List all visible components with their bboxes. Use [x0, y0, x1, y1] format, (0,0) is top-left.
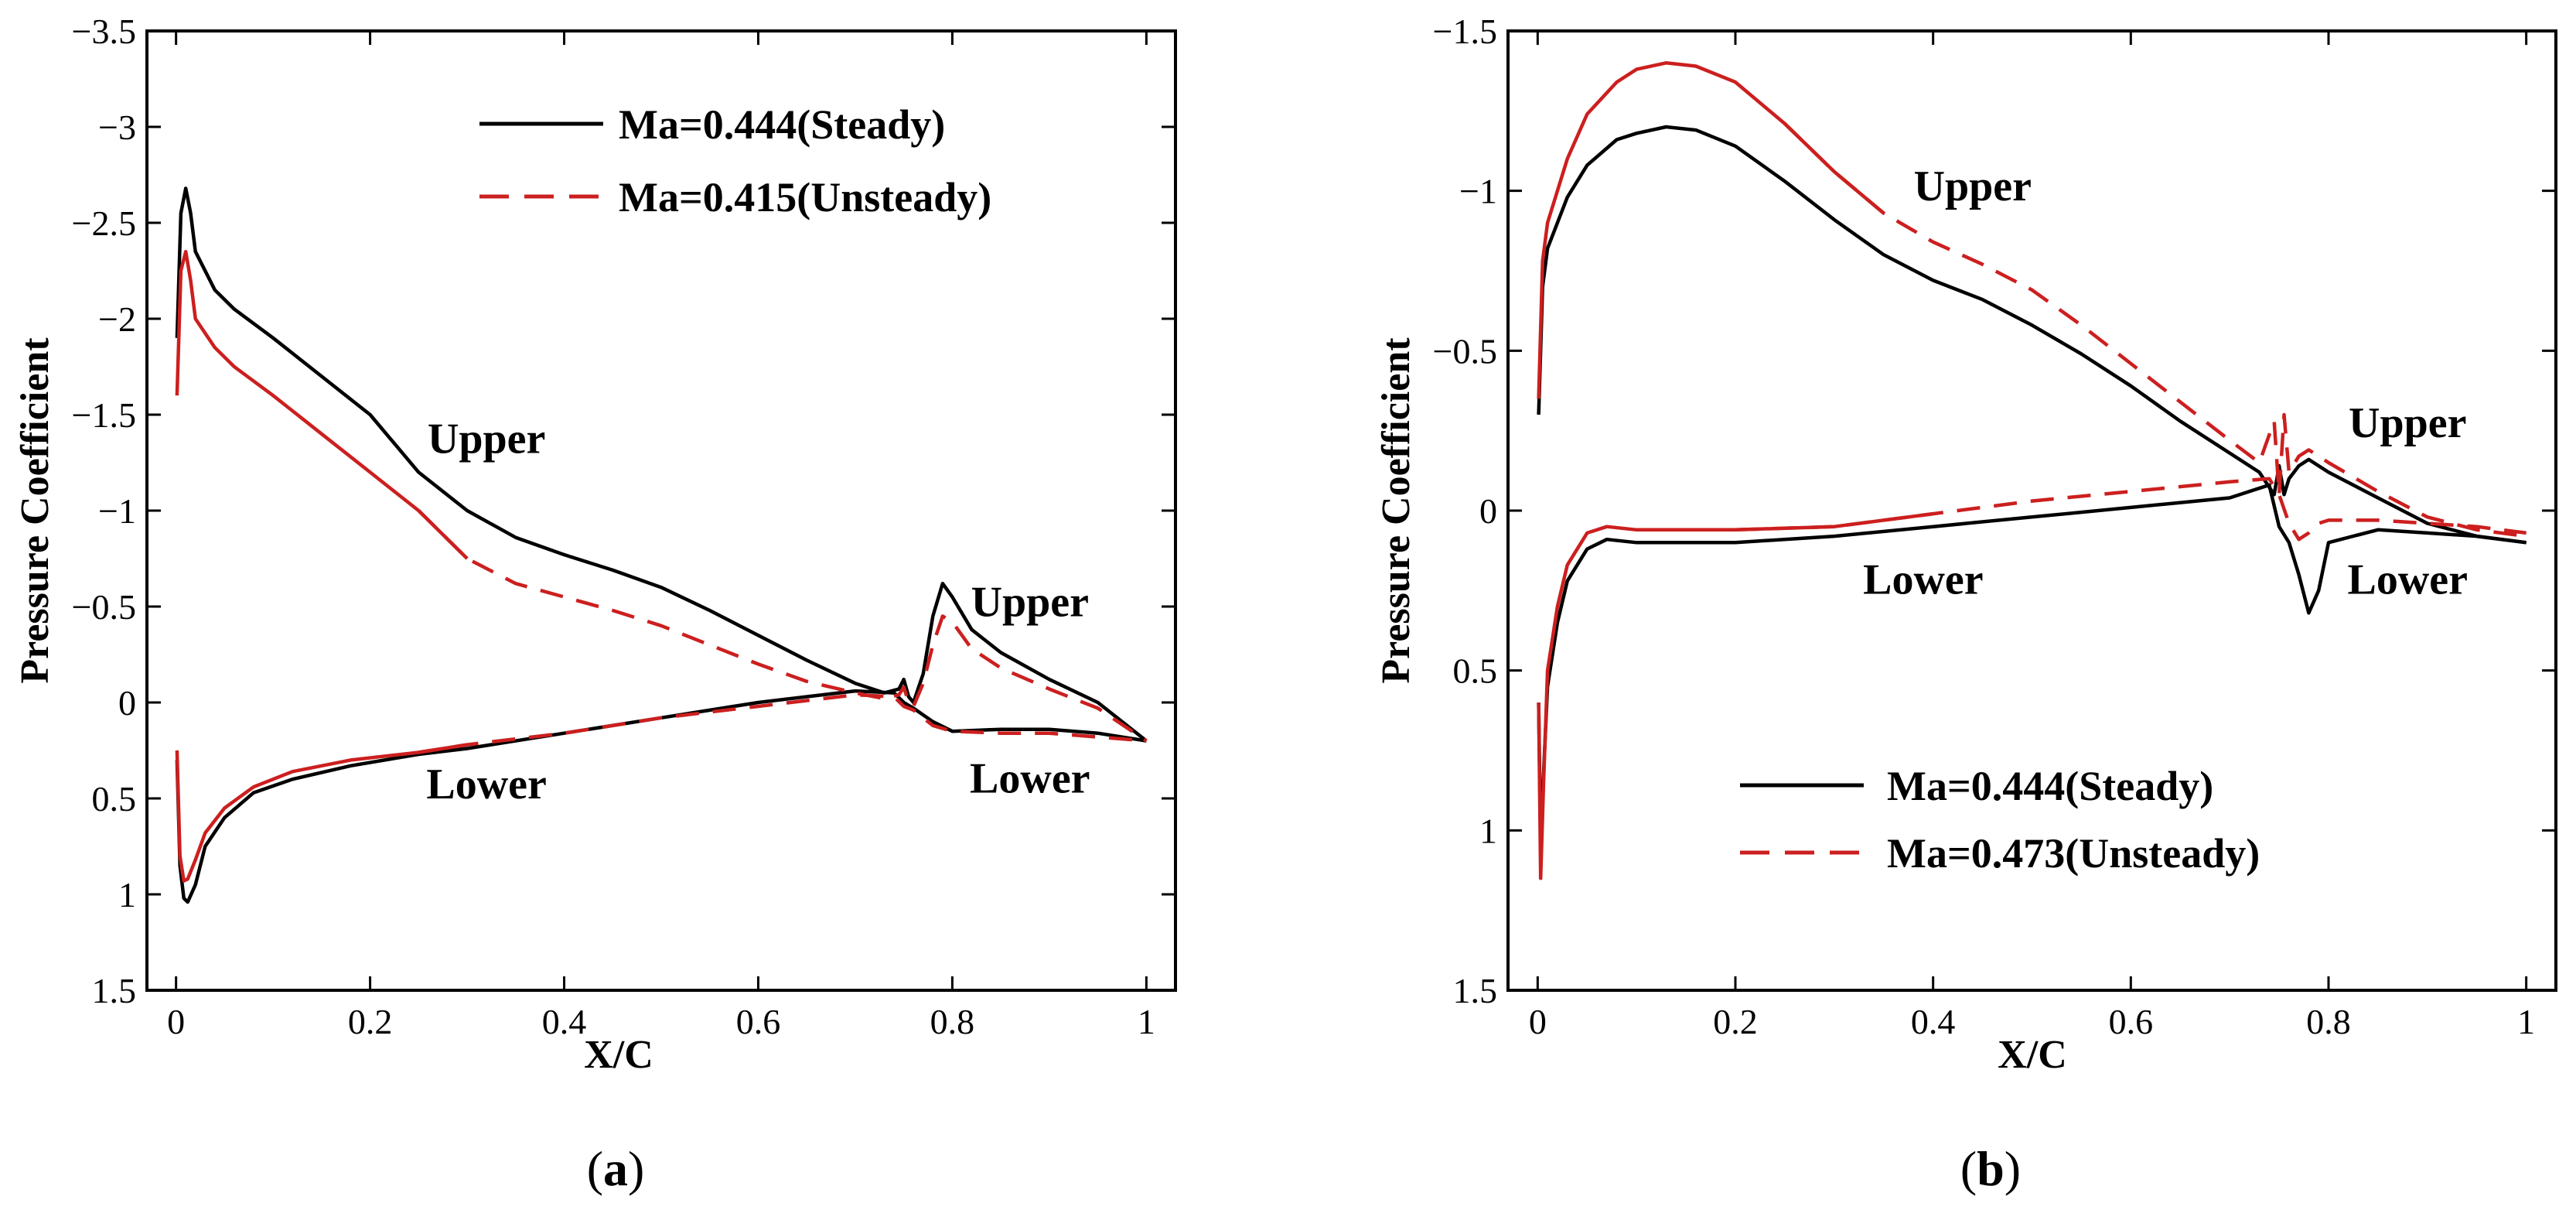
panel-b-x-tick-label: 0	[1529, 1002, 1547, 1041]
panel-b-y-tick-label: −0.5	[1433, 331, 1497, 371]
panel-a-caption-letter: a	[603, 1141, 628, 1196]
panel-a-x-tick-label: 0.4	[542, 1002, 587, 1041]
panel-a-y-tick-label: 1	[118, 875, 136, 914]
panel-a-y-ticks: −3.5 −3 −2.5 −2 −1.5 −1 −0.5 0 0.5 1 1.5	[72, 12, 1175, 1010]
panel-a-y-tick-label: −1	[98, 491, 136, 531]
panel-a-y-tick-label: 0.5	[92, 779, 137, 819]
panel-a-unsteady-lower-curve	[418, 692, 1147, 754]
panel-a-y-tick-label: −3.5	[72, 12, 136, 51]
panel-b-legend: Ma=0.444(Steady) Ma=0.473(Unsteady)	[1740, 763, 2260, 877]
panel-a-legend-label-steady: Ma=0.444(Steady)	[619, 101, 945, 148]
panel-b-y-tick-label: 0.5	[1453, 651, 1498, 691]
panel-b-y-tick-label: −1.5	[1433, 12, 1497, 51]
panel-a-annotation-upper: Upper	[428, 415, 545, 463]
panel-b-x-tick-label: 0.8	[2306, 1002, 2351, 1041]
panel-b-x-tick-label: 1	[2517, 1002, 2535, 1041]
panel-b-y-tick-label: 1.5	[1453, 971, 1498, 1010]
panel-a-unsteady-lower-curve	[175, 743, 468, 883]
panel-a-x-tick-label: 0.8	[930, 1002, 975, 1041]
panel-b-annotation-upper: Upper	[2349, 399, 2466, 447]
panel-a-x-ticks: 0 0.2 0.4 0.6 0.8 1	[167, 31, 1155, 1041]
panel-b-unsteady-upper-curve	[1537, 61, 1885, 399]
panel-a-y-tick-label: −2	[98, 299, 136, 339]
panel-b-annotations: Upper Upper Lower Lower	[1863, 162, 2468, 603]
panel-a-annotation-lower: Lower	[970, 755, 1090, 803]
panel-b-legend-label-steady: Ma=0.444(Steady)	[1887, 763, 2213, 809]
panel-a-steady-upper-curve	[175, 186, 1148, 743]
panel-a-y-tick-label: −2.5	[72, 203, 136, 243]
panel-a-y-axis-label: Pressure Coefficient	[13, 337, 57, 684]
panel-b-y-tick-label: −1	[1459, 172, 1497, 211]
panel-a-x-axis-label: X/C	[584, 1033, 653, 1077]
panel-a-x-tick-label: 0.2	[348, 1002, 393, 1041]
panel-a-steady-lower-curve	[175, 689, 1147, 904]
panel-b-y-axis-label: Pressure Coefficient	[1374, 337, 1418, 684]
panel-a-y-tick-label: −0.5	[72, 587, 136, 627]
panel-b-x-tick-label: 0.6	[2109, 1002, 2154, 1041]
panel-a-annotation-upper: Upper	[971, 578, 1089, 626]
panel-b-y-tick-label: 1	[1479, 811, 1497, 850]
panel-a-annotation-lower: Lower	[426, 761, 547, 808]
panel-b-series	[1537, 61, 2527, 880]
panel-b-caption: (b)	[1960, 1141, 2021, 1196]
panel-a-caption: (a)	[587, 1141, 645, 1196]
panel-b: −1.5−1−0.500.511.5 0 0.2 0.4 0.6 0.8 1 UpperU…	[1374, 12, 2557, 1196]
panel-b-unsteady-upper-curve	[1783, 122, 2527, 538]
panel-b-x-axis-label: X/C	[1998, 1033, 2067, 1077]
panel-b-x-tick-label: 0.4	[1911, 1002, 1956, 1041]
panel-b-y-ticks: −1.5 −1 −0.5 0 0.5 1 1.5	[1433, 12, 2556, 1010]
panel-b-caption-letter: b	[1977, 1141, 2005, 1196]
panel-a-y-tick-label: 1.5	[92, 971, 137, 1010]
panel-a-x-tick-label: 0.6	[736, 1002, 781, 1041]
panel-a-x-tick-label: 1	[1138, 1002, 1155, 1041]
panel-a-legend-label-unsteady: Ma=0.415(Unsteady)	[619, 174, 991, 220]
panel-b-legend-label-unsteady: Ma=0.473(Unsteady)	[1887, 830, 2260, 877]
panel-b-annotation-lower: Lower	[1863, 555, 1984, 603]
panel-a-unsteady-upper-curve	[417, 509, 1148, 743]
panel-b-x-ticks: 0 0.2 0.4 0.6 0.8 1	[1529, 31, 2535, 1041]
panel-a-x-tick-label: 0	[167, 1002, 185, 1041]
panel-a-y-tick-label: 0	[118, 683, 136, 723]
panel-b-steady-upper-curve	[1537, 125, 2527, 545]
panel-a: −3.5 −3 −2.5 −2 −1.5 −1 −0.5 0 0.5 1 1.5 0 0.2 0.4 0.…	[13, 12, 1177, 1196]
panel-b-x-tick-label: 0.2	[1713, 1002, 1758, 1041]
panel-a-y-tick-label: −3	[98, 108, 136, 147]
panel-b-unsteady-lower-curve	[1735, 477, 2527, 542]
panel-b-y-tick-label: 0	[1479, 491, 1497, 531]
panel-b-steady-lower-curve	[1537, 483, 2527, 849]
panel-b-annotation-upper: Upper	[1914, 162, 2032, 210]
panel-a-annotations: Upper Upper Lower Lower	[426, 415, 1090, 808]
panel-a-series	[175, 186, 1148, 904]
panel-a-y-tick-label: −1.5	[72, 395, 136, 435]
panel-a-unsteady-upper-curve	[175, 249, 469, 560]
panel-b-annotation-lower: Lower	[2347, 555, 2468, 603]
panel-a-legend: Ma=0.444(Steady) Ma=0.415(Unsteady)	[479, 101, 991, 220]
